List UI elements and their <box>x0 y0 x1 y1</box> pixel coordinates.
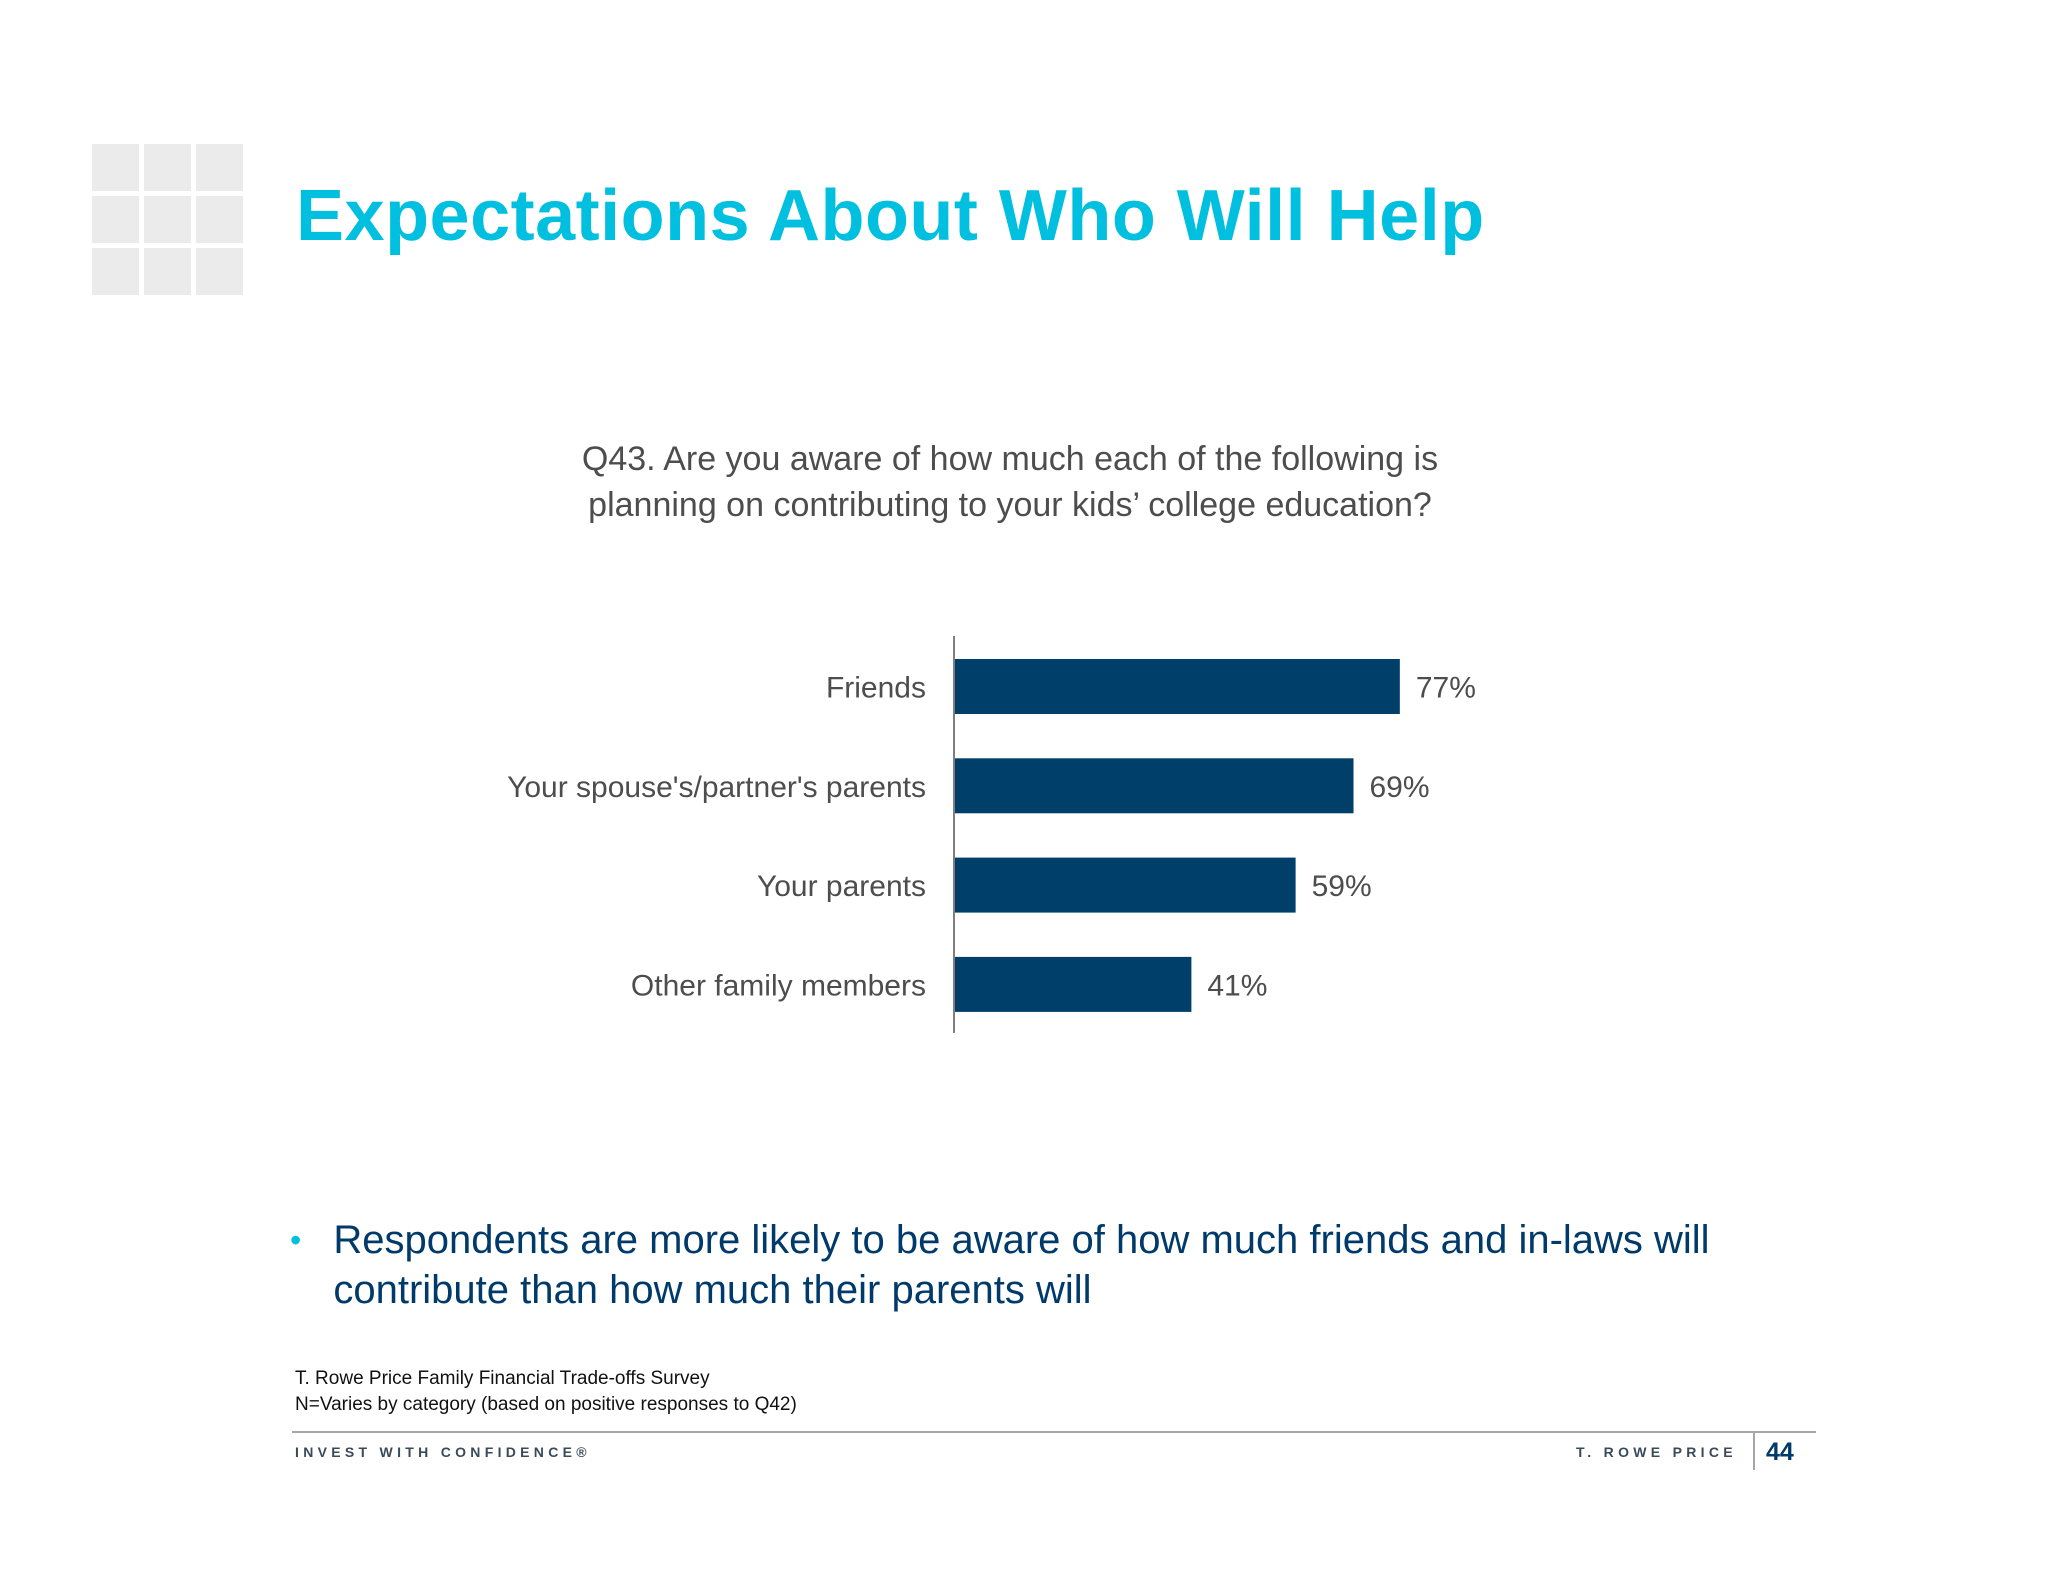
page-number-divider <box>1753 1432 1755 1470</box>
bar <box>954 857 1296 913</box>
category-label: Your spouse's/partner's parents <box>507 771 926 804</box>
footnote-source: T. Rowe Price Family Financial Trade-off… <box>295 1368 710 1389</box>
footer-tagline: INVEST WITH CONFIDENCE® <box>295 1444 591 1460</box>
question-line-1: Q43. Are you aware of how much each of t… <box>581 440 1439 478</box>
bar-chart: Friends 77% Your spouse's/partner's parent… <box>507 636 1476 1033</box>
slide-title: Expectations About Who Will Help <box>296 176 1485 256</box>
logo-grid-cell <box>144 248 191 295</box>
footer-brand: T. ROWE PRICE <box>1576 1444 1737 1460</box>
logo-grid-cell <box>92 144 139 191</box>
chart-question: Q43. Are you aware of how much each of t… <box>520 436 1500 528</box>
category-label: Your parents <box>757 870 926 903</box>
page-number: 44 <box>1766 1438 1794 1466</box>
bullet-marker-icon: • <box>290 1222 302 1258</box>
value-label: 59% <box>1312 870 1372 903</box>
bar <box>954 758 1354 814</box>
logo-grid-cell <box>144 144 191 191</box>
footnotes: T. Rowe Price Family Financial Trade-off… <box>295 1366 797 1418</box>
logo-grid-icon <box>92 144 243 295</box>
bar <box>954 659 1400 714</box>
bar <box>954 956 1192 1012</box>
question-line-2: planning on contributing to your kids’ c… <box>588 486 1432 524</box>
logo-grid-cell <box>196 196 243 243</box>
footer-divider-line <box>292 1431 1816 1433</box>
value-label: 41% <box>1207 969 1267 1002</box>
category-label: Friends <box>826 672 926 705</box>
logo-grid-cell <box>144 196 191 243</box>
bullet-text: Respondents are more likely to be aware … <box>333 1218 1710 1312</box>
category-label: Other family members <box>631 969 926 1002</box>
logo-grid-cell <box>196 248 243 295</box>
logo-grid-cell <box>92 248 139 295</box>
logo-grid-cell <box>92 196 139 243</box>
footnote-sample: N=Varies by category (based on positive … <box>295 1394 797 1415</box>
logo-grid-cell <box>196 144 243 191</box>
value-label: 77% <box>1416 672 1476 705</box>
value-label: 69% <box>1370 771 1430 804</box>
bullet-point: • Respondents are more likely to be awar… <box>290 1215 1810 1315</box>
